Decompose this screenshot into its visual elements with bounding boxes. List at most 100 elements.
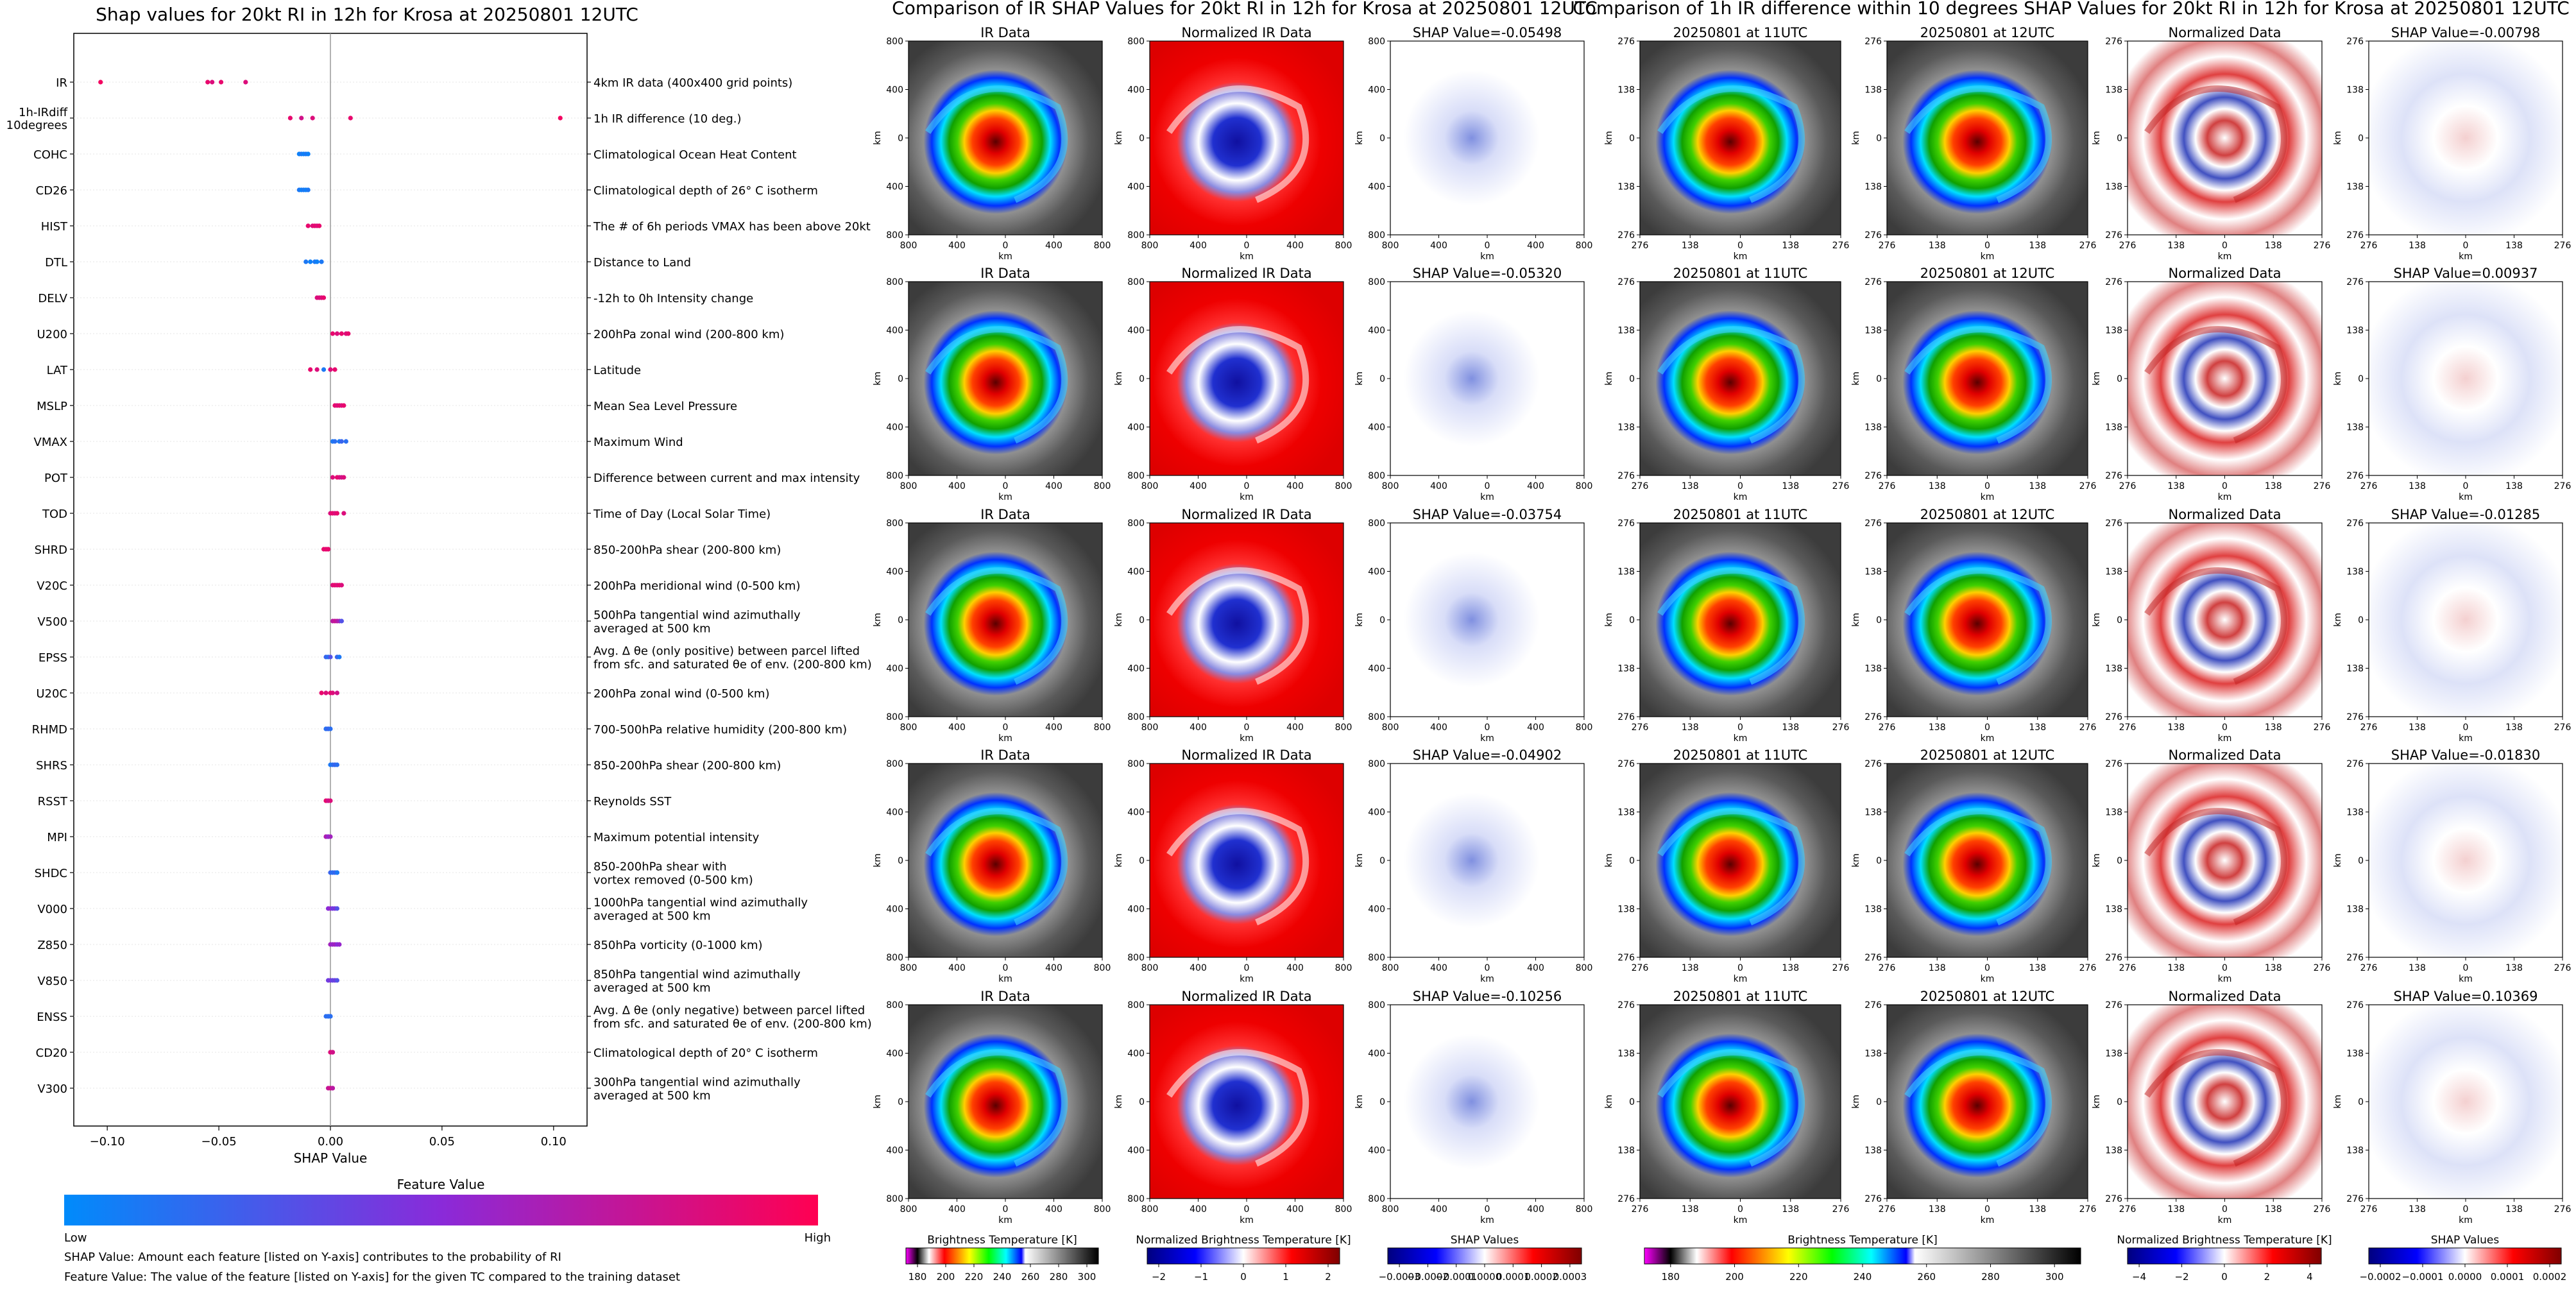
normalized-diff-image (2128, 282, 2322, 475)
x-tick-label: 138 (2265, 241, 2282, 251)
feature-description-label: Avg. Δ θe (only positive) between parcel… (593, 645, 860, 658)
y-tick-label: 0 (1629, 133, 1635, 144)
feature-name-label: 10degrees (6, 119, 67, 132)
feature-name-label: CD20 (36, 1046, 67, 1060)
colorbar-gradient (1147, 1247, 1340, 1265)
panel-title: 20250801 at 11UTC (1673, 25, 1808, 40)
y-tick-label: 800 (1127, 953, 1145, 963)
x-tick-label: 138 (1782, 963, 1799, 973)
x-tick-label: 138 (2409, 1204, 2426, 1215)
x-tick-label: 138 (1682, 722, 1699, 733)
y-tick-label: 400 (1127, 905, 1145, 915)
x-axis-label: km (1480, 1215, 1494, 1225)
y-axis-label: km (2333, 853, 2343, 867)
x-tick-label: 138 (1929, 481, 1946, 491)
x-tick-label: 800 (900, 241, 917, 251)
colorbar-tick-label: 200 (1725, 1271, 1744, 1283)
x-tick-label: 138 (2029, 241, 2046, 251)
y-tick-label: 400 (1127, 567, 1145, 577)
y-tick-label: 800 (1368, 471, 1385, 481)
cloud-band (1166, 808, 1309, 926)
x-tick-label: 138 (2505, 722, 2523, 733)
shap-point (321, 367, 327, 372)
x-tick-label: 276 (1632, 963, 1649, 973)
shap-point (330, 331, 336, 336)
x-axis-label: km (1734, 733, 1748, 744)
panel-title: SHAP Value=-0.01285 (2391, 507, 2541, 522)
x-tick-label: 400 (1286, 722, 1304, 733)
cloud-band (1657, 85, 1805, 203)
x-tick-label: 276 (2360, 481, 2378, 491)
x-tick-label: 0 (1737, 1204, 1743, 1215)
x-tick-label: 800 (1382, 481, 1399, 491)
y-tick-label: 800 (1368, 953, 1385, 963)
x-tick-label: 400 (1430, 963, 1447, 973)
ir-image (1887, 1005, 2088, 1199)
colorbar-label: Brightness Temperature [K] (927, 1234, 1077, 1247)
shap-point (319, 259, 324, 264)
shap-point (328, 834, 333, 839)
feature-row: U200 200hPa zonal wind (200-800 km) (37, 328, 784, 341)
feature-row: POT Difference between current and max in… (44, 472, 860, 485)
feature-description-label: Climatological depth of 20° C isotherm (593, 1046, 818, 1060)
normalized-ir-image (1150, 41, 1343, 235)
colorbar-label: SHAP Values (1451, 1234, 1519, 1247)
y-tick-label: 0 (1139, 1097, 1145, 1107)
y-tick-label: 276 (1617, 712, 1635, 722)
x-tick-label: 138 (2265, 722, 2282, 733)
y-tick-label: 0 (1876, 1097, 1882, 1107)
x-tick-label: 400 (1286, 241, 1304, 251)
x-tick-label: 276 (2554, 963, 2572, 973)
colorbar-tick-label: 300 (1078, 1271, 1096, 1283)
y-axis-label: km (2092, 131, 2102, 145)
cloud-band (2144, 85, 2287, 203)
feature-description-label: 850-200hPa shear (200-800 km) (593, 759, 781, 773)
y-tick-label: 800 (886, 953, 903, 963)
y-tick-label: 276 (1617, 953, 1635, 963)
panel-title: SHAP Value=-0.05320 (1413, 266, 1562, 281)
feature-value-colorbar (64, 1195, 818, 1225)
panel-title: SHAP Value=-0.03754 (1413, 507, 1562, 522)
y-tick-label: 138 (2105, 1146, 2122, 1156)
y-axis-label: km (1851, 613, 1861, 627)
feature-row: CD26 Climatological depth of 26° C isothe… (36, 184, 818, 198)
x-tick-label: 400 (1190, 722, 1207, 733)
shap-point (305, 223, 311, 228)
y-tick-label: 138 (1864, 326, 1882, 336)
feature-description-label: 500hPa tangential wind azimuthally (593, 609, 801, 622)
y-tick-label: 400 (1368, 423, 1385, 433)
x-axis-label: km (1480, 733, 1494, 744)
feature-row: V500 500hPa tangential wind azimuthallyav… (37, 609, 801, 636)
shap-point (346, 331, 351, 336)
shap-point (321, 295, 327, 300)
y-tick-label: 0 (2117, 1097, 2122, 1107)
y-tick-label: 400 (1368, 664, 1385, 674)
colorbar-tick-label: 0.0001 (2491, 1271, 2525, 1283)
feature-description-label: 1000hPa tangential wind azimuthally (593, 896, 808, 910)
y-tick-label: 138 (2105, 664, 2122, 674)
y-tick-label: 800 (1127, 471, 1145, 481)
shap-point (339, 439, 344, 444)
y-tick-label: 138 (2346, 664, 2364, 674)
shap-point (558, 115, 563, 121)
x-tick-label: 276 (2360, 722, 2378, 733)
y-tick-label: 800 (1368, 1194, 1385, 1204)
cloud-band (925, 85, 1068, 203)
shap-point (328, 798, 333, 803)
y-tick-label: 276 (1617, 1194, 1635, 1204)
feature-name-label: SHRS (36, 759, 67, 773)
cloud-band (1166, 326, 1309, 444)
colorbar-tick-label: 240 (993, 1271, 1012, 1283)
y-axis-label: km (1604, 613, 1614, 627)
x-tick-label: 400 (1045, 241, 1062, 251)
panel-title: 20250801 at 12UTC (1920, 507, 2055, 522)
y-axis-label: km (873, 371, 883, 386)
feature-description-label: Climatological depth of 26° C isotherm (593, 184, 818, 198)
panel-title: SHAP Value=0.10369 (2394, 989, 2538, 1004)
y-tick-label: 800 (1368, 1000, 1385, 1011)
x-tick-label: 800 (1576, 481, 1593, 491)
y-tick-label: 138 (1617, 1146, 1635, 1156)
x-tick-label: 400 (948, 241, 966, 251)
x-tick-label: 0 (1244, 241, 1250, 251)
